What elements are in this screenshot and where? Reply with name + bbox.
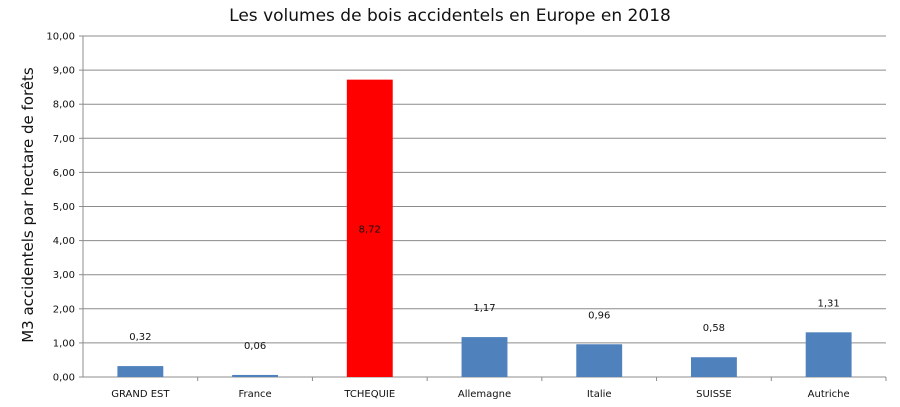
- bar: [805, 332, 852, 377]
- bar: [346, 79, 393, 377]
- data-label: 1,17: [473, 303, 495, 314]
- data-label: 0,58: [703, 323, 725, 334]
- bar: [117, 366, 164, 377]
- y-tick-label: 3,00: [53, 270, 75, 281]
- data-label: 0,96: [588, 310, 610, 321]
- y-tick-label: 2,00: [53, 304, 75, 315]
- y-tick-label: 5,00: [53, 202, 75, 213]
- y-tick-label: 1,00: [53, 338, 75, 349]
- bar: [576, 344, 623, 377]
- y-tick-label: 8,00: [53, 100, 75, 111]
- y-tick-label: 10,00: [46, 32, 75, 43]
- chart-title: Les volumes de bois accidentels en Europ…: [229, 6, 671, 26]
- data-label: 0,06: [244, 341, 266, 352]
- x-tick-label: Allemagne: [458, 389, 511, 400]
- x-tick-label: TCHEQUIE: [343, 389, 395, 400]
- y-tick-label: 4,00: [53, 236, 75, 247]
- y-tick-label: 0,00: [53, 373, 75, 384]
- y-tick-label: 6,00: [53, 168, 75, 179]
- data-label: 1,31: [818, 298, 840, 309]
- x-tick-label: France: [238, 389, 271, 400]
- x-tick-label: Italie: [587, 389, 612, 400]
- data-label: 0,32: [129, 332, 151, 343]
- y-tick-label: 7,00: [53, 134, 75, 145]
- bar: [232, 374, 279, 377]
- x-tick-label: SUISSE: [696, 389, 732, 400]
- x-tick-label: Autriche: [808, 389, 850, 400]
- y-tick-label: 9,00: [53, 66, 75, 77]
- x-tick-label: GRAND EST: [111, 389, 170, 400]
- data-label: 8,72: [359, 224, 381, 235]
- bar: [461, 337, 508, 377]
- bar: [690, 357, 737, 377]
